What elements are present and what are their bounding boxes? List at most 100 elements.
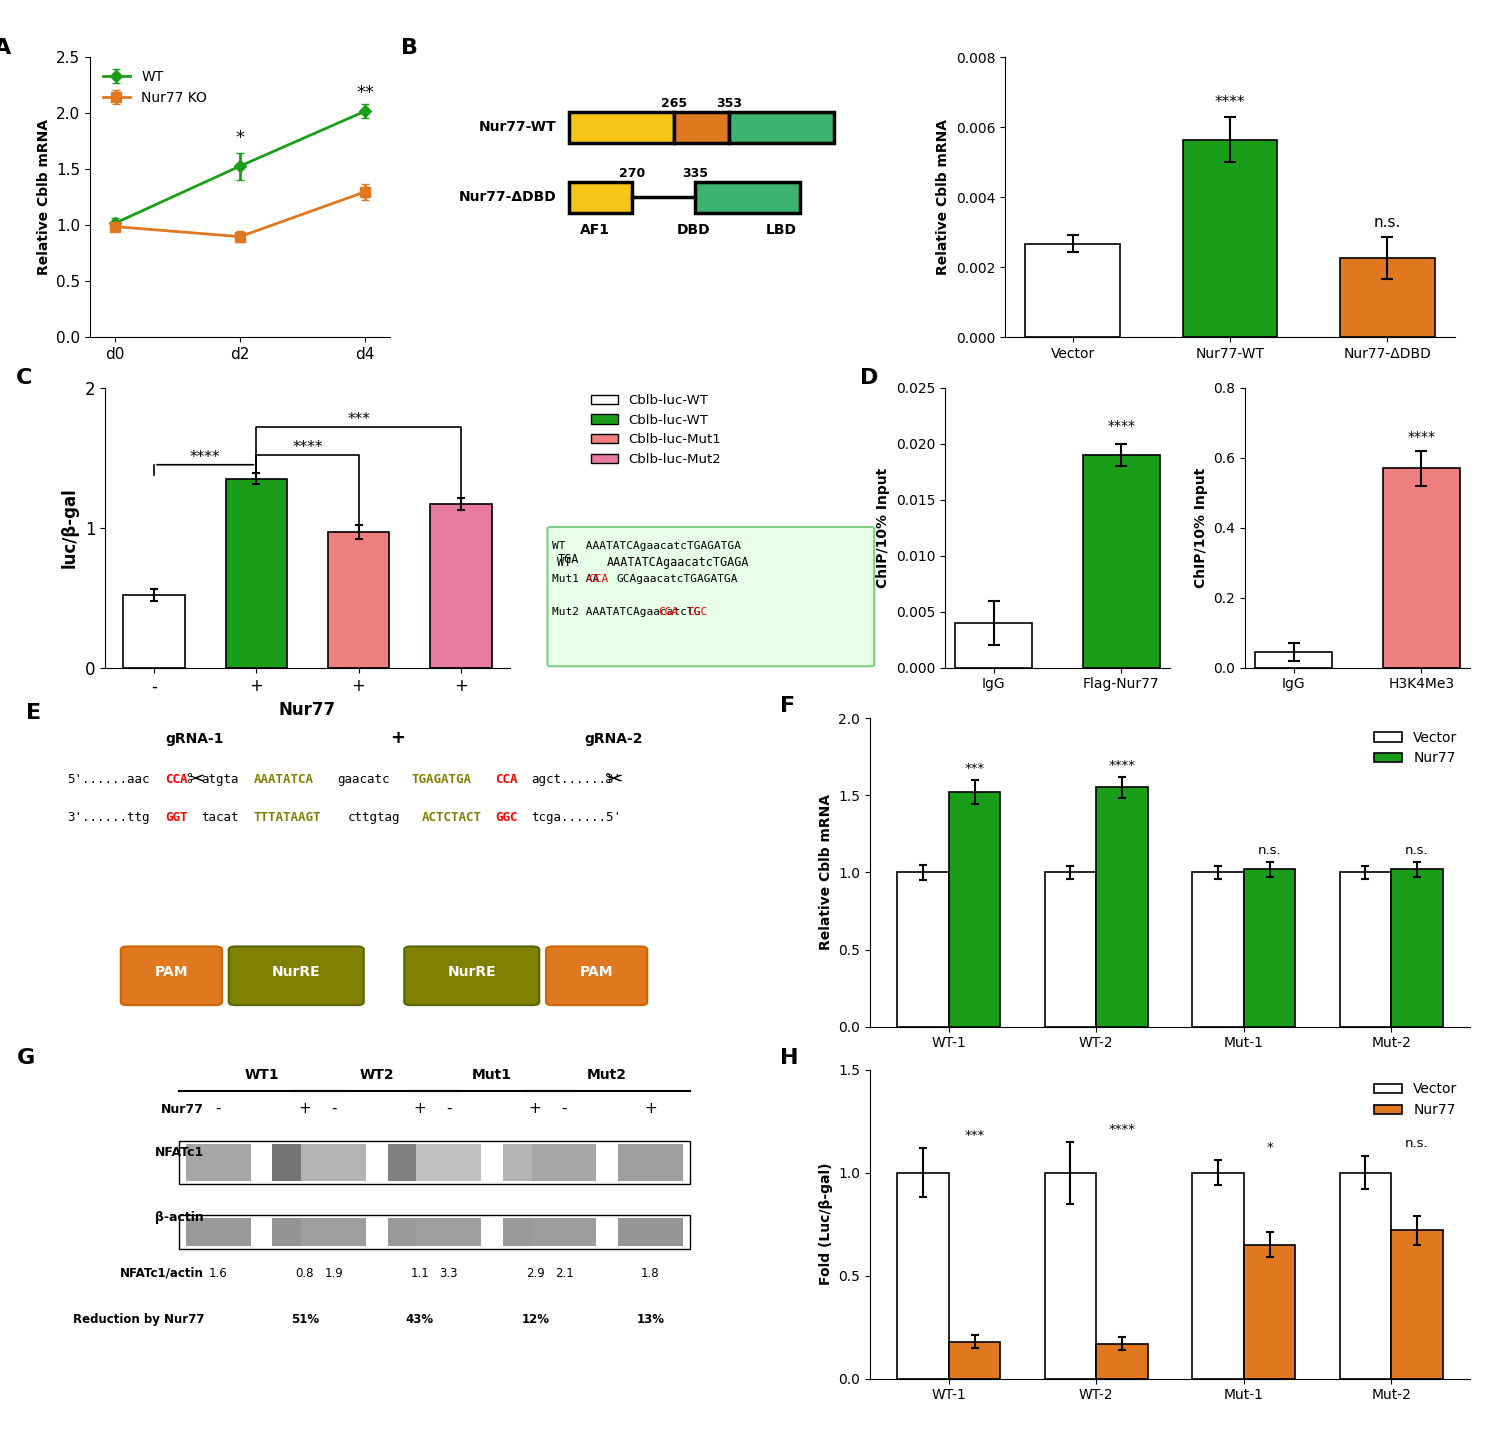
- Text: gRNA-2: gRNA-2: [585, 732, 642, 745]
- Bar: [1256, 652, 1332, 668]
- Legend: WT, Nur77 KO: WT, Nur77 KO: [98, 65, 213, 111]
- Bar: [570, 112, 675, 142]
- Text: atgta: atgta: [201, 773, 238, 785]
- Text: tcga......5': tcga......5': [531, 811, 621, 824]
- Bar: [1192, 1173, 1243, 1379]
- Text: Nur77: Nur77: [160, 1103, 204, 1116]
- Text: CGA: CGA: [658, 606, 678, 616]
- Text: GCAgaacatcTGAGATGA: GCAgaacatcTGAGATGA: [616, 573, 738, 583]
- Bar: [1244, 1245, 1296, 1379]
- Bar: [387, 1218, 453, 1246]
- Text: -: -: [446, 1101, 452, 1116]
- Text: 1.6: 1.6: [209, 1267, 228, 1279]
- Text: -: -: [216, 1101, 220, 1116]
- Bar: [1192, 872, 1243, 1027]
- Bar: [950, 1341, 1000, 1379]
- Text: cttgtag: cttgtag: [348, 811, 400, 824]
- Text: 2.1: 2.1: [555, 1267, 573, 1279]
- Text: PAM: PAM: [580, 965, 614, 979]
- Text: E: E: [26, 702, 42, 722]
- Bar: [186, 1218, 250, 1246]
- Y-axis label: Fold (Luc/β-gal): Fold (Luc/β-gal): [819, 1163, 833, 1285]
- Text: G: G: [16, 1048, 34, 1068]
- Text: Mut2 AAATATCAgaacatcTG: Mut2 AAATATCAgaacatcTG: [552, 606, 700, 616]
- Text: 270: 270: [620, 167, 645, 181]
- Bar: [178, 1215, 690, 1249]
- Y-axis label: Relative Cblb mRNA: Relative Cblb mRNA: [36, 119, 51, 276]
- Text: n.s.: n.s.: [1406, 1137, 1428, 1150]
- Text: PAM: PAM: [154, 965, 188, 979]
- Y-axis label: ChIP/10% Input: ChIP/10% Input: [1194, 468, 1208, 587]
- X-axis label: Nur77: Nur77: [279, 701, 336, 719]
- Bar: [1244, 869, 1296, 1027]
- Text: ****: ****: [1107, 418, 1136, 432]
- Bar: [1390, 1231, 1443, 1379]
- Bar: [729, 112, 834, 142]
- FancyBboxPatch shape: [228, 946, 363, 1005]
- Text: ✂: ✂: [186, 770, 204, 790]
- Text: *: *: [1266, 1142, 1274, 1155]
- Text: +: +: [530, 1101, 542, 1116]
- Bar: [1390, 869, 1443, 1027]
- Text: AF1: AF1: [579, 223, 609, 237]
- Text: 43%: 43%: [406, 1313, 433, 1325]
- Text: TTTATAAGT: TTTATAAGT: [254, 811, 321, 824]
- Text: agct......3': agct......3': [531, 773, 621, 785]
- Text: A: A: [0, 37, 12, 57]
- Bar: [1083, 455, 1160, 668]
- Text: CCA: CCA: [495, 773, 517, 785]
- Text: ****: ****: [292, 439, 322, 455]
- Bar: [950, 793, 1000, 1027]
- Y-axis label: ChIP/10% Input: ChIP/10% Input: [876, 468, 890, 587]
- FancyBboxPatch shape: [120, 946, 222, 1005]
- Bar: [430, 504, 492, 668]
- Text: NurRE: NurRE: [447, 965, 497, 979]
- Text: Mut1: Mut1: [472, 1068, 512, 1083]
- Bar: [696, 182, 801, 213]
- FancyBboxPatch shape: [548, 527, 874, 666]
- Bar: [1383, 468, 1460, 668]
- Bar: [1340, 1173, 1390, 1379]
- Text: *: *: [236, 129, 244, 146]
- Text: 1.9: 1.9: [324, 1267, 344, 1279]
- Text: ***: ***: [346, 412, 370, 426]
- Text: **: **: [356, 85, 374, 102]
- Bar: [302, 1218, 366, 1246]
- Bar: [273, 1144, 338, 1180]
- Text: Nur77-ΔDBD: Nur77-ΔDBD: [459, 191, 556, 204]
- Text: NurRE: NurRE: [272, 965, 321, 979]
- Bar: [675, 112, 729, 142]
- Text: +: +: [414, 1101, 426, 1116]
- Bar: [1184, 139, 1276, 337]
- Bar: [328, 531, 390, 668]
- Y-axis label: Relative Cblb mRNA: Relative Cblb mRNA: [936, 119, 950, 276]
- Bar: [956, 623, 1032, 668]
- Text: ****: ****: [1108, 1123, 1136, 1136]
- Text: 1.8: 1.8: [640, 1267, 660, 1279]
- Bar: [531, 1218, 597, 1246]
- Bar: [417, 1144, 482, 1180]
- Text: GGT: GGT: [165, 811, 188, 824]
- Text: C: C: [16, 368, 33, 388]
- Text: AAATATCAgaacatcTGAGA: AAATATCAgaacatcTGAGA: [608, 556, 750, 569]
- Bar: [897, 1173, 950, 1379]
- Bar: [387, 1144, 453, 1180]
- Bar: [618, 1144, 682, 1180]
- Text: F: F: [780, 696, 795, 717]
- Legend: Cblb-luc-WT, Cblb-luc-WT, Cblb-luc-Mut1, Cblb-luc-Mut2: Cblb-luc-WT, Cblb-luc-WT, Cblb-luc-Mut1,…: [586, 389, 726, 471]
- Text: -: -: [332, 1101, 336, 1116]
- Text: AAATATCA: AAATATCA: [254, 773, 314, 785]
- Text: gaacatc: gaacatc: [338, 773, 390, 785]
- Text: WT: WT: [558, 556, 586, 569]
- Text: NFATc1: NFATc1: [154, 1146, 204, 1159]
- Text: ****: ****: [1215, 95, 1245, 111]
- Text: 12%: 12%: [520, 1313, 549, 1325]
- Text: β-actin: β-actin: [156, 1211, 204, 1223]
- Bar: [1044, 872, 1096, 1027]
- Bar: [123, 595, 184, 668]
- Y-axis label: Relative Cblb mRNA: Relative Cblb mRNA: [819, 794, 833, 951]
- Bar: [186, 1144, 250, 1180]
- Text: 335: 335: [682, 167, 708, 181]
- Text: n.s.: n.s.: [1406, 844, 1428, 857]
- Text: ✂: ✂: [604, 770, 622, 790]
